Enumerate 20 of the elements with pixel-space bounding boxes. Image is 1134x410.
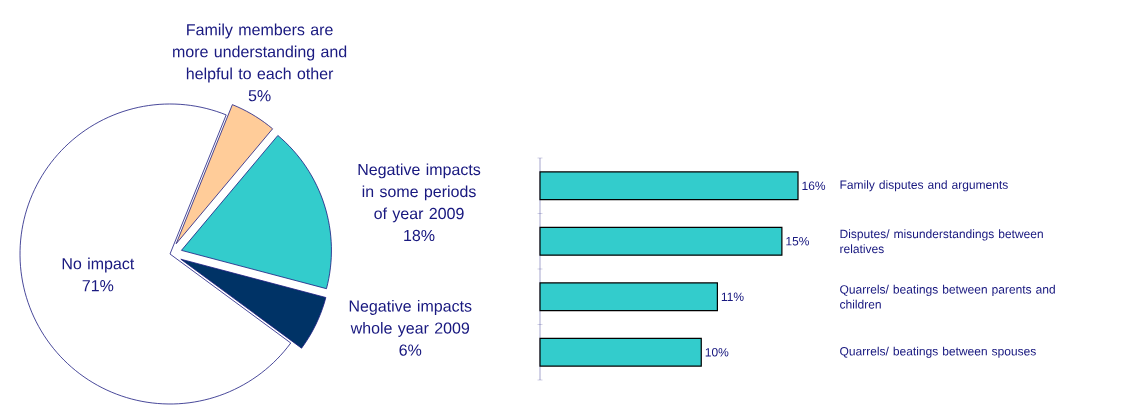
data-label: 6% [399, 344, 422, 356]
bar [539, 337, 702, 367]
y-tick-label: Disputes/ misunderstandings between relatives [840, 229, 1043, 254]
data-label: 71% [82, 280, 114, 292]
data-label: 15% [786, 237, 809, 246]
y-tick-label: Quarrels/ beatings between spouses [840, 346, 1036, 358]
data-label: 11% [721, 292, 744, 301]
data-label: 5% [248, 90, 271, 102]
slice-label: Family members are more understanding and helpful to each other [173, 23, 347, 83]
data-label: 18% [404, 229, 435, 242]
data-label: 10% [705, 348, 729, 357]
bar [539, 226, 783, 256]
data-label: 16% [802, 181, 826, 190]
slice-label: No impact [62, 257, 135, 273]
bar [539, 282, 718, 312]
bar [539, 171, 799, 201]
slice-label: Negative impacts whole year 2009 [349, 300, 472, 337]
y-tick-label: Quarrels/ beatings between parents and children [840, 284, 1055, 309]
slice-label: Negative impacts in some periods of year 2009 [358, 163, 481, 223]
y-tick-label: Family disputes and arguments [840, 180, 1008, 192]
